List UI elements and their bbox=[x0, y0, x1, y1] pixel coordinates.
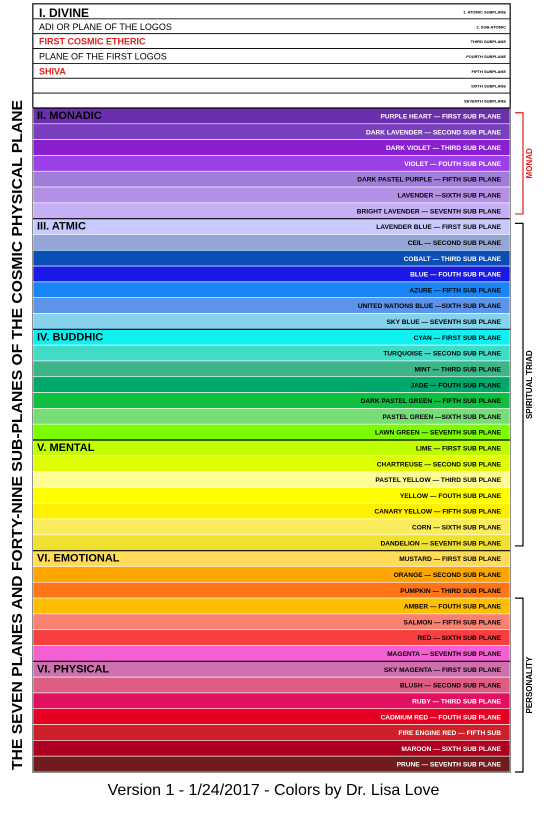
divine-subplane-5 bbox=[32, 63, 511, 79]
emotional-subplane-label-3: PUMPKIN — THIRD SUB PLANE bbox=[400, 588, 501, 595]
plane-title-atmic: III. ATMIC bbox=[37, 221, 86, 233]
atmic-subplane-label-7: SKY BLUE — SEVENTH SUB PLANE bbox=[386, 319, 501, 326]
mental-subplane-label-5: CANARY YELLOW — FIFTH SUB PLANE bbox=[374, 509, 501, 516]
divine-subplane-1 bbox=[32, 3, 511, 20]
atmic-subplane-label-4: BLUE — FOUTH SUB PLANE bbox=[410, 272, 501, 279]
divine-subplane-label-5: FIFTH SUBPLANE bbox=[472, 69, 507, 74]
divine-subplane-label-1: 1. ATOMIC SUBPLANE bbox=[463, 9, 506, 14]
vertical-title-text: THE SEVEN PLANES AND FORTY-NINE SUB-PLAN… bbox=[9, 100, 26, 770]
emotional-subplane-label-6: RED — SIXTH SUB PLANE bbox=[417, 635, 501, 642]
mental-subplane-label-6: CORN — SIXTH SUB PLANE bbox=[412, 525, 502, 532]
atmic-subplane-label-1: LAVENDER BLUE — FIRST SUB PLANE bbox=[376, 224, 501, 231]
monadic-subplane-label-4: VIOLET — FOUTH SUB PLANE bbox=[404, 161, 501, 168]
atmic-subplane-label-6: UNITED NATIONS BLUE —SIXTH SUB PLANE bbox=[358, 303, 502, 310]
physical-subplane-label-7: PRUNE — SEVENTH SUB PLANE bbox=[397, 762, 502, 769]
divine-subplane-label-3: THIRD SUBPLANE bbox=[471, 39, 507, 44]
monad-label: MONAD bbox=[525, 148, 534, 178]
personality-label: PERSONALITY bbox=[525, 656, 534, 714]
divine-left-label-1: ADI OR PLANE OF THE LOGOS bbox=[39, 22, 172, 32]
divine-subplane-label-6: SIXTH SUBPLANE bbox=[471, 84, 506, 89]
spiritual-triad-label: SPIRITUAL TRIAD bbox=[525, 350, 534, 419]
physical-subplane-label-4: CADMIUM RED — FOUTH SUB PLANE bbox=[380, 714, 501, 721]
physical-subplane-label-3: RUBY — THIRD SUB PLANE bbox=[412, 698, 502, 705]
spiritual-triad-bracket bbox=[515, 222, 524, 547]
emotional-subplane-label-1: MUSTARD — FIRST SUB PLANE bbox=[399, 556, 501, 563]
physical-subplane-label-5: FIRE ENGINE RED — FIFTH SUB bbox=[398, 730, 501, 737]
plane-title-emotional: VI. EMOTIONAL bbox=[37, 553, 120, 565]
emotional-subplane-label-4: AMBER — FOUTH SUB PLANE bbox=[404, 604, 502, 611]
atmic-subplane-label-5: AZURE — FIFTH SUB PLANE bbox=[409, 287, 501, 294]
atmic-subplane-label-3: COBALT — THIRD SUB PLANE bbox=[404, 256, 502, 263]
buddhic-subplane-label-4: JADE — FOUTH SUB PLANE bbox=[411, 382, 502, 389]
monadic-subplane-label-7: BRIGHT LAVENDER — SEVENTH SUB PLANE bbox=[357, 208, 502, 215]
mental-subplane-label-7: DANDELION — SEVENTH SUB PLANE bbox=[380, 540, 501, 547]
plane-title-divine: I. DIVINE bbox=[39, 6, 89, 20]
physical-subplane-label-2: BLUSH — SECOND SUB PLANE bbox=[400, 683, 502, 690]
monadic-subplane-label-6: LAVENDER —SIXTH SUB PLANE bbox=[397, 193, 501, 200]
monadic-subplane-label-2: DARK LAVENDER — SECOND SUB PLANE bbox=[366, 129, 502, 136]
vertical-title: THE SEVEN PLANES AND FORTY-NINE SUB-PLAN… bbox=[9, 100, 26, 770]
physical-subplane-label-1: SKY MAGENTA — FIRST SUB PLANE bbox=[384, 667, 502, 674]
plane-title-mental: V. MENTAL bbox=[37, 442, 95, 454]
emotional-subplane-label-7: MAGENTA — SEVENTH SUB PLANE bbox=[387, 651, 502, 658]
divine-left-label-2: FIRST COSMIC ETHERIC bbox=[39, 37, 146, 47]
buddhic-subplane-label-3: MINT — THIRD SUB PLANE bbox=[415, 366, 502, 373]
divine-subplane-6 bbox=[32, 77, 511, 94]
divine-subplane-label-4: FOURTH SUBPLANE bbox=[466, 54, 506, 59]
divine-subplane-label-2: 2. SUB-ATOMIC bbox=[476, 24, 506, 29]
mental-subplane-label-4: YELLOW — FOUTH SUB PLANE bbox=[400, 493, 502, 500]
mental-subplane-label-1: LIME — FIRST SUB PLANE bbox=[416, 446, 502, 453]
divine-subplane-label-7: SEVENTH SUBPLANE bbox=[464, 99, 506, 104]
footer-caption: Version 1 - 1/24/2017 - Colors by Dr. Li… bbox=[107, 782, 440, 799]
emotional-subplane-label-5: SALMON — FIFTH SUB PLANE bbox=[404, 619, 502, 626]
buddhic-subplane-label-7: LAWN GREEN — SEVENTH SUB PLANE bbox=[375, 430, 502, 437]
monad-bracket bbox=[515, 112, 524, 215]
plane-title-buddhic: IV. BUDDHIC bbox=[37, 331, 103, 343]
divine-left-label-3: PLANE OF THE FIRST LOGOS bbox=[39, 52, 167, 62]
monadic-subplane-label-3: DARK VIOLET — THIRD SUB PLANE bbox=[386, 145, 502, 152]
plane-title-monadic: II. MONADIC bbox=[37, 110, 102, 122]
buddhic-subplane-label-1: CYAN — FIRST SUB PLANE bbox=[414, 335, 502, 342]
divine-subplane-7 bbox=[32, 92, 511, 109]
monadic-subplane-label-1: PURPLE HEART — FIRST SUB PLANE bbox=[380, 114, 501, 121]
buddhic-subplane-label-6: PASTEL GREEN —SIXTH SUB PLANE bbox=[383, 414, 502, 421]
physical-subplane-7 bbox=[32, 755, 511, 773]
mental-subplane-label-2: CHARTREUSE — SECOND SUB PLANE bbox=[377, 461, 502, 468]
buddhic-subplane-label-5: DARK PASTEL GREEN — FIFTH SUB PLANE bbox=[361, 398, 502, 405]
emotional-subplane-label-2: ORANGE — SECOND SUB PLANE bbox=[394, 572, 502, 579]
monadic-subplane-label-5: DARK PASTEL PURPLE — FIFTH SUB PLANE bbox=[357, 177, 501, 184]
atmic-subplane-label-2: CEIL — SECOND SUB PLANE bbox=[408, 240, 502, 247]
plane-title-physical: VI. PHYSICAL bbox=[37, 663, 109, 675]
buddhic-subplane-label-2: TURQUOISE — SECOND SUB PLANE bbox=[383, 351, 501, 358]
personality-bracket bbox=[515, 597, 524, 773]
divine-left-label-4: SHIVA bbox=[39, 66, 66, 76]
physical-subplane-label-6: MAROON — SIXTH SUB PLANE bbox=[401, 746, 501, 753]
mental-subplane-label-3: PASTEL YELLOW — THIRD SUB PLANE bbox=[375, 477, 501, 484]
